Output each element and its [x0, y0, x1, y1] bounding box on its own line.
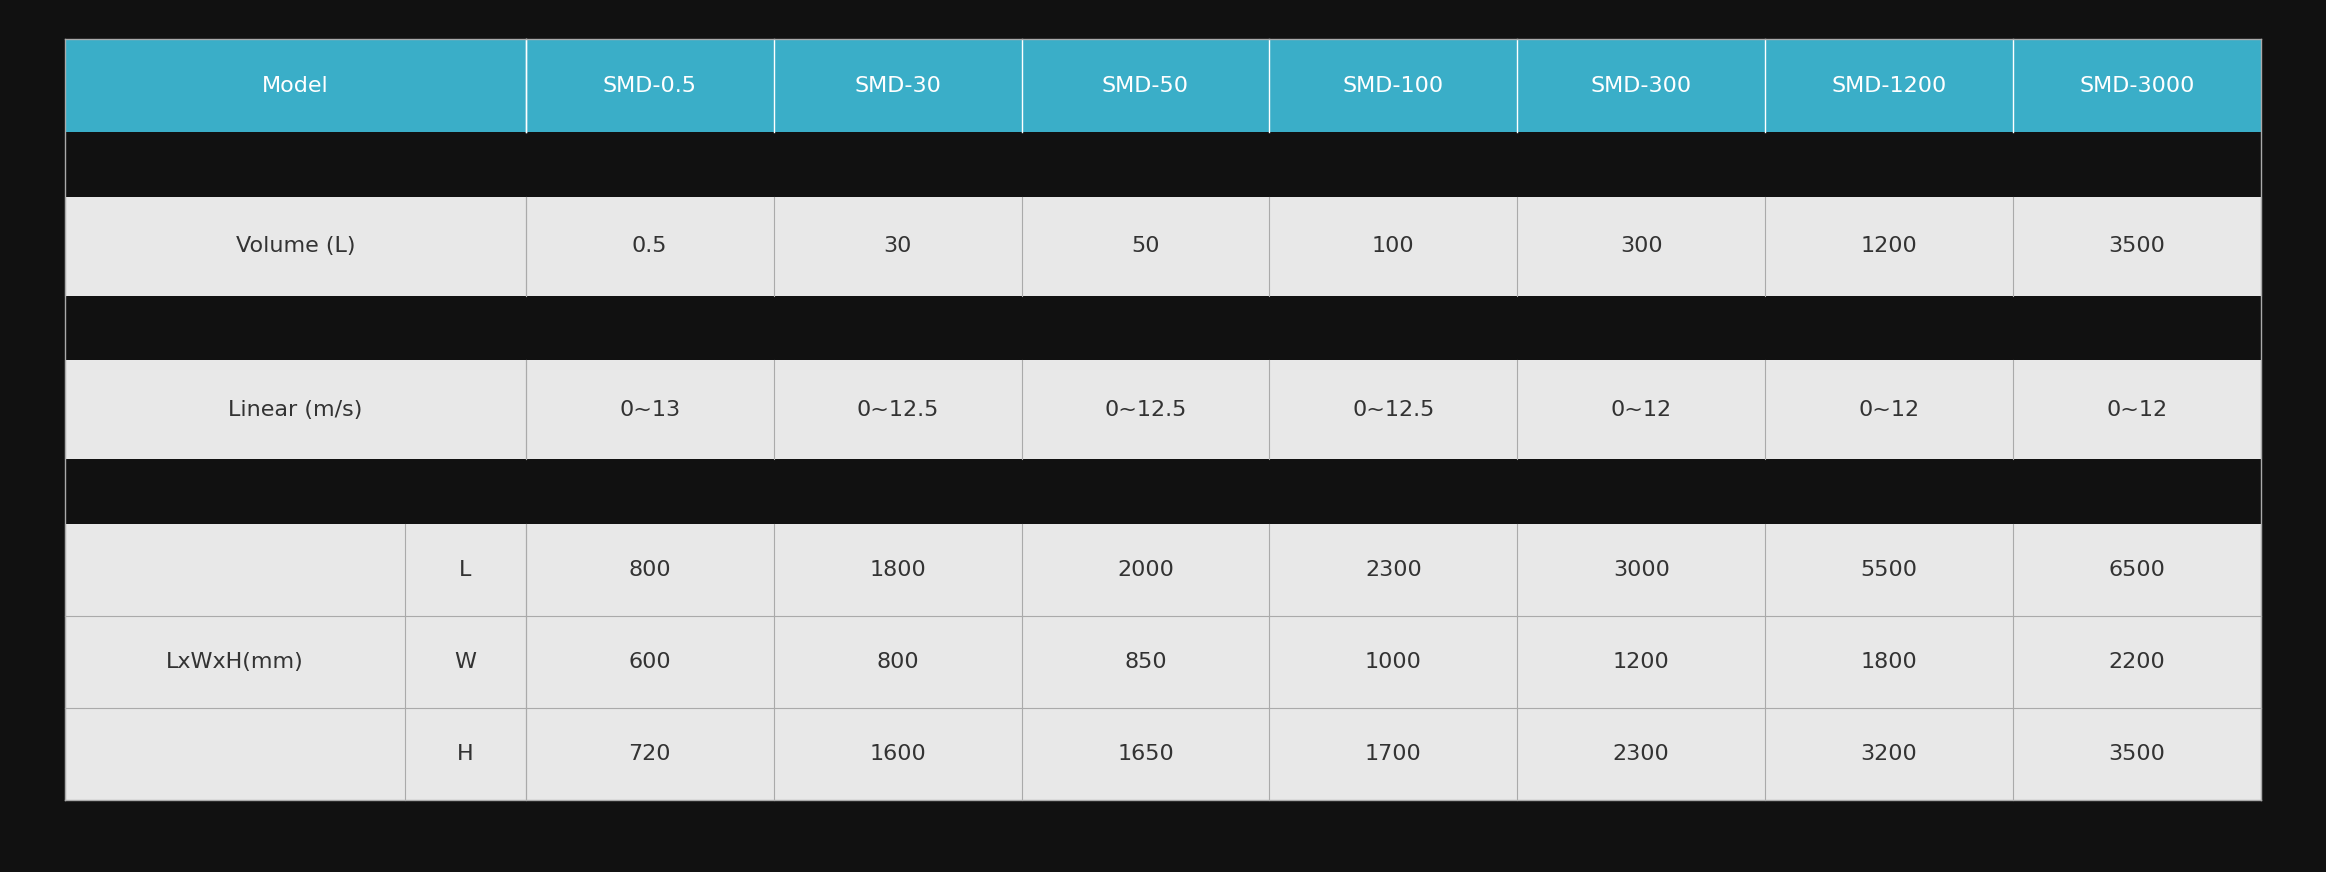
Text: 1600: 1600 [870, 745, 926, 765]
Text: W: W [454, 652, 477, 672]
Text: 850: 850 [1123, 652, 1168, 672]
Text: 3000: 3000 [1612, 560, 1670, 580]
Text: 0~12: 0~12 [2107, 400, 2168, 420]
Text: SMD-50: SMD-50 [1103, 76, 1189, 96]
Bar [775, 39, 1021, 133]
Text: 1200: 1200 [1861, 236, 1917, 256]
Bar [65, 296, 2261, 360]
Text: LxWxH(mm): LxWxH(mm) [165, 652, 305, 672]
Text: 1700: 1700 [1365, 745, 1421, 765]
Text: 800: 800 [877, 652, 919, 672]
Text: 0~13: 0~13 [619, 400, 679, 420]
Text: 6500: 6500 [2107, 560, 2166, 580]
Text: 3500: 3500 [2107, 236, 2166, 256]
Text: Volume (L): Volume (L) [235, 236, 356, 256]
Bar [1270, 39, 1517, 133]
Text: 2300: 2300 [1365, 560, 1421, 580]
Text: 1000: 1000 [1365, 652, 1421, 672]
Bar [65, 524, 2261, 617]
Bar [526, 39, 775, 133]
Text: 1800: 1800 [870, 560, 926, 580]
Text: L: L [458, 560, 472, 580]
Bar [65, 617, 2261, 708]
Text: 1800: 1800 [1861, 652, 1917, 672]
Text: H: H [458, 745, 475, 765]
Bar [1765, 39, 2012, 133]
Text: 720: 720 [628, 745, 670, 765]
Bar [405, 39, 526, 133]
Text: 0~12.5: 0~12.5 [1351, 400, 1435, 420]
Text: 0~12: 0~12 [1610, 400, 1672, 420]
Text: SMD-0.5: SMD-0.5 [602, 76, 698, 96]
Text: Model: Model [263, 76, 328, 96]
Bar [65, 133, 2261, 197]
Bar [65, 197, 2261, 296]
Text: 0~12.5: 0~12.5 [856, 400, 940, 420]
Text: 2300: 2300 [1612, 745, 1670, 765]
Text: SMD-100: SMD-100 [1342, 76, 1444, 96]
Text: 1200: 1200 [1612, 652, 1670, 672]
Text: 3500: 3500 [2107, 745, 2166, 765]
Bar [65, 460, 2261, 524]
Bar [65, 708, 2261, 800]
Text: 100: 100 [1372, 236, 1414, 256]
Text: 1650: 1650 [1116, 745, 1175, 765]
Bar [65, 800, 2261, 833]
Text: SMD-1200: SMD-1200 [1831, 76, 1947, 96]
Text: 5500: 5500 [1861, 560, 1917, 580]
Text: 2200: 2200 [2110, 652, 2166, 672]
Bar [1021, 39, 1270, 133]
Text: SMD-30: SMD-30 [854, 76, 942, 96]
Text: 600: 600 [628, 652, 670, 672]
Text: 0~12: 0~12 [1858, 400, 1919, 420]
Text: 300: 300 [1619, 236, 1663, 256]
Text: 2000: 2000 [1116, 560, 1175, 580]
Text: 50: 50 [1130, 236, 1161, 256]
Text: 0.5: 0.5 [633, 236, 668, 256]
Bar [1517, 39, 1765, 133]
Text: 800: 800 [628, 560, 670, 580]
Text: Linear (m/s): Linear (m/s) [228, 400, 363, 420]
Bar [65, 360, 2261, 460]
Text: 30: 30 [884, 236, 912, 256]
Text: 3200: 3200 [1861, 745, 1917, 765]
Text: SMD-300: SMD-300 [1591, 76, 1691, 96]
Bar [2012, 39, 2261, 133]
Bar [65, 39, 405, 133]
Text: SMD-3000: SMD-3000 [2079, 76, 2196, 96]
Text: 0~12.5: 0~12.5 [1105, 400, 1186, 420]
